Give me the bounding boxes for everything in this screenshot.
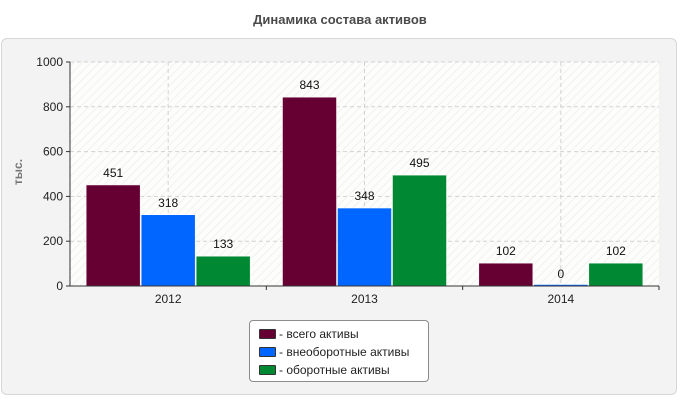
- bar: [140, 214, 196, 287]
- data-label: 102: [606, 244, 626, 258]
- data-label: 0: [557, 267, 564, 281]
- legend-item-noncurrent: - внеоборотные активы: [259, 343, 428, 361]
- bar: [195, 255, 251, 287]
- data-label: 318: [158, 196, 178, 210]
- data-label: 133: [213, 237, 233, 251]
- data-label: 495: [409, 156, 429, 170]
- y-tick-label: 400: [43, 189, 63, 203]
- bar: [337, 207, 392, 287]
- y-tick-label: 1000: [36, 55, 63, 69]
- data-label: 451: [103, 166, 123, 180]
- x-tick-label: 2012: [155, 292, 182, 306]
- legend-item-total: - всего активы: [259, 325, 428, 343]
- bar: [85, 184, 141, 287]
- x-tick-label: 2013: [351, 292, 378, 306]
- legend-item-current: - оборотные активы: [259, 361, 428, 379]
- y-axis-title: тыс.: [11, 159, 25, 185]
- bar: [282, 96, 337, 287]
- data-label: 843: [299, 78, 319, 92]
- y-tick-label: 0: [56, 279, 63, 293]
- data-label: 102: [496, 244, 516, 258]
- chart-title: Динамика состава активов: [253, 12, 427, 27]
- y-tick-label: 200: [43, 234, 63, 248]
- data-label: 348: [354, 189, 374, 203]
- y-tick-label: 600: [43, 145, 63, 159]
- legend-label-current: - оборотные активы: [279, 363, 390, 377]
- y-tick-labels: 0 200 400 600 800 1000: [36, 55, 70, 293]
- legend-label-noncurrent: - внеоборотные активы: [279, 345, 410, 359]
- grid-lines: [70, 61, 659, 286]
- legend-swatch-current: [259, 365, 276, 375]
- bar: [588, 262, 644, 287]
- bars: [85, 96, 644, 287]
- axes: [69, 62, 659, 287]
- legend-label-total: - всего активы: [279, 327, 359, 341]
- data-labels: 451 318 133 843 348 495 102 0 102: [103, 78, 626, 281]
- legend: - всего активы - внеоборотные активы - о…: [249, 320, 429, 382]
- y-tick-label: 800: [43, 100, 63, 114]
- x-tick-labels: 2012 2013 2014: [155, 286, 660, 306]
- bar: [478, 262, 534, 287]
- x-tick-label: 2014: [547, 292, 574, 306]
- legend-swatch-noncurrent: [259, 347, 276, 357]
- legend-swatch-total: [259, 329, 276, 339]
- bar: [392, 174, 447, 287]
